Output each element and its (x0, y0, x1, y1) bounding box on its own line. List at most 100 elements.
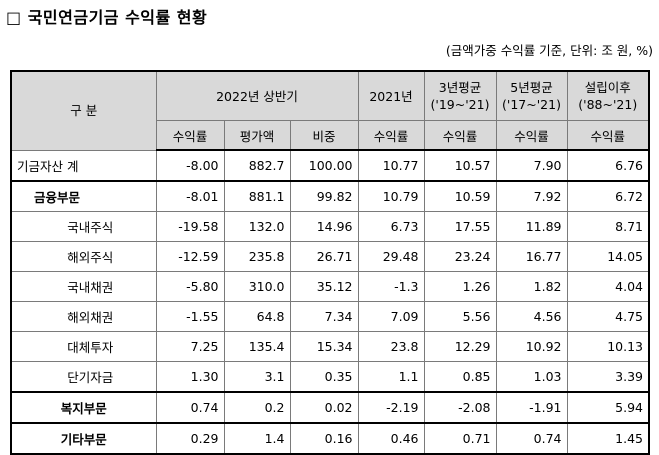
table-row: 국내채권 -5.80 310.0 35.12 -1.3 1.26 1.82 4.… (10, 271, 650, 302)
table-row: 단기자금 1.30 3.1 0.35 1.1 0.85 1.03 3.39 (10, 361, 650, 393)
cell: -1.55 (155, 301, 225, 332)
cell: 35.12 (289, 271, 359, 302)
row-label: 금융부문 (10, 180, 157, 212)
cell: 5.56 (423, 301, 497, 332)
cell: 1.30 (155, 361, 225, 393)
cell: 1.4 (223, 422, 291, 455)
cell: -8.00 (155, 149, 225, 182)
cell: 0.2 (223, 391, 291, 424)
cell: 7.34 (289, 301, 359, 332)
subheader-return-3yr: 수익률 (423, 120, 497, 151)
header-since-inception: 설립이후 ('88~'21) (566, 70, 650, 121)
cell: 0.85 (423, 361, 497, 393)
row-label: 기금자산 계 (10, 149, 157, 182)
header-5yr-avg-line2: ('17~'21) (502, 97, 561, 112)
cell: 0.35 (289, 361, 359, 393)
cell: 4.56 (495, 301, 568, 332)
subheader-weight: 비중 (289, 120, 359, 151)
table-row: 대체투자 7.25 135.4 15.34 23.8 12.29 10.92 1… (10, 331, 650, 362)
cell: 882.7 (223, 149, 291, 182)
header-5yr-avg-line1: 5년평균 (510, 80, 553, 95)
cell: 0.71 (423, 422, 497, 455)
subheader-valuation: 평가액 (223, 120, 291, 151)
subheader-return-2021: 수익률 (357, 120, 425, 151)
cell: 26.71 (289, 241, 359, 272)
cell: 4.75 (566, 301, 650, 332)
subheader-return-5yr: 수익률 (495, 120, 568, 151)
header-2021: 2021년 (357, 70, 425, 121)
cell: 23.8 (357, 331, 425, 362)
cell: -2.19 (357, 391, 425, 424)
row-label: 대체투자 (10, 331, 157, 362)
subheader-return: 수익률 (155, 120, 225, 151)
cell: 0.74 (155, 391, 225, 424)
row-label: 해외채권 (10, 301, 157, 332)
cell: 29.48 (357, 241, 425, 272)
cell: -5.80 (155, 271, 225, 302)
row-label: 해외주식 (10, 241, 157, 272)
table-row-financial: 금융부문 -8.01 881.1 99.82 10.79 10.59 7.92 … (10, 180, 650, 212)
cell: 1.82 (495, 271, 568, 302)
row-label: 국내채권 (10, 271, 157, 302)
subheader-return-since: 수익률 (566, 120, 650, 151)
cell: 4.04 (566, 271, 650, 302)
cell: 6.72 (566, 180, 650, 212)
cell: 135.4 (223, 331, 291, 362)
header-2022-h1: 2022년 상반기 (155, 70, 359, 121)
fund-returns-table: 구 분 2022년 상반기 2021년 3년평균 ('19~'21) 5년평균 ('… (10, 70, 650, 455)
table-row-other: 기타부문 0.29 1.4 0.16 0.46 0.71 0.74 1.45 (10, 422, 650, 455)
cell: 14.96 (289, 211, 359, 242)
header-3yr-avg: 3년평균 ('19~'21) (423, 70, 497, 121)
table-row: 해외채권 -1.55 64.8 7.34 7.09 5.56 4.56 4.75 (10, 301, 650, 332)
unit-note: (금액가중 수익률 기준, 단위: 조 원, %) (445, 43, 653, 58)
cell: 132.0 (223, 211, 291, 242)
cell: -1.3 (357, 271, 425, 302)
cell: 7.92 (495, 180, 568, 212)
cell: 235.8 (223, 241, 291, 272)
header-since-line1: 설립이후 (584, 80, 631, 95)
cell: 3.1 (223, 361, 291, 393)
header-3yr-avg-line1: 3년평균 (438, 80, 482, 95)
row-label: 국내주식 (10, 211, 157, 242)
cell: 10.57 (423, 149, 497, 182)
table-row: 국내주식 -19.58 132.0 14.96 6.73 17.55 11.89… (10, 211, 650, 242)
cell: 7.90 (495, 149, 568, 182)
cell: 17.55 (423, 211, 497, 242)
cell: 10.79 (357, 180, 425, 212)
row-label: 복지부문 (10, 391, 157, 424)
table-row-welfare: 복지부문 0.74 0.2 0.02 -2.19 -2.08 -1.91 5.9… (10, 391, 650, 424)
cell: -1.91 (495, 391, 568, 424)
cell: 881.1 (223, 180, 291, 212)
cell: 0.16 (289, 422, 359, 455)
cell: 7.09 (357, 301, 425, 332)
cell: 100.00 (289, 149, 359, 182)
cell: -2.08 (423, 391, 497, 424)
cell: 10.13 (566, 331, 650, 362)
header-3yr-avg-line2: ('19~'21) (430, 97, 490, 112)
table-row-total: 기금자산 계 -8.00 882.7 100.00 10.77 10.57 7.… (10, 149, 650, 182)
cell: 1.45 (566, 422, 650, 455)
header-category: 구 분 (10, 70, 157, 151)
cell: 6.73 (357, 211, 425, 242)
cell: 0.46 (357, 422, 425, 455)
cell: 11.89 (495, 211, 568, 242)
cell: 0.74 (495, 422, 568, 455)
cell: 10.92 (495, 331, 568, 362)
table-row: 해외주식 -12.59 235.8 26.71 29.48 23.24 16.7… (10, 241, 650, 272)
page-title: □ 국민연금기금 수익률 현황 (6, 8, 208, 27)
cell: 3.39 (566, 361, 650, 393)
cell: 0.02 (289, 391, 359, 424)
cell: 310.0 (223, 271, 291, 302)
cell: 23.24 (423, 241, 497, 272)
cell: -19.58 (155, 211, 225, 242)
header-5yr-avg: 5년평균 ('17~'21) (495, 70, 568, 121)
cell: 10.59 (423, 180, 497, 212)
cell: 10.77 (357, 149, 425, 182)
cell: 1.03 (495, 361, 568, 393)
cell: 64.8 (223, 301, 291, 332)
row-label: 기타부문 (10, 422, 157, 455)
cell: 6.76 (566, 149, 650, 182)
cell: 12.29 (423, 331, 497, 362)
cell: 8.71 (566, 211, 650, 242)
cell: -12.59 (155, 241, 225, 272)
